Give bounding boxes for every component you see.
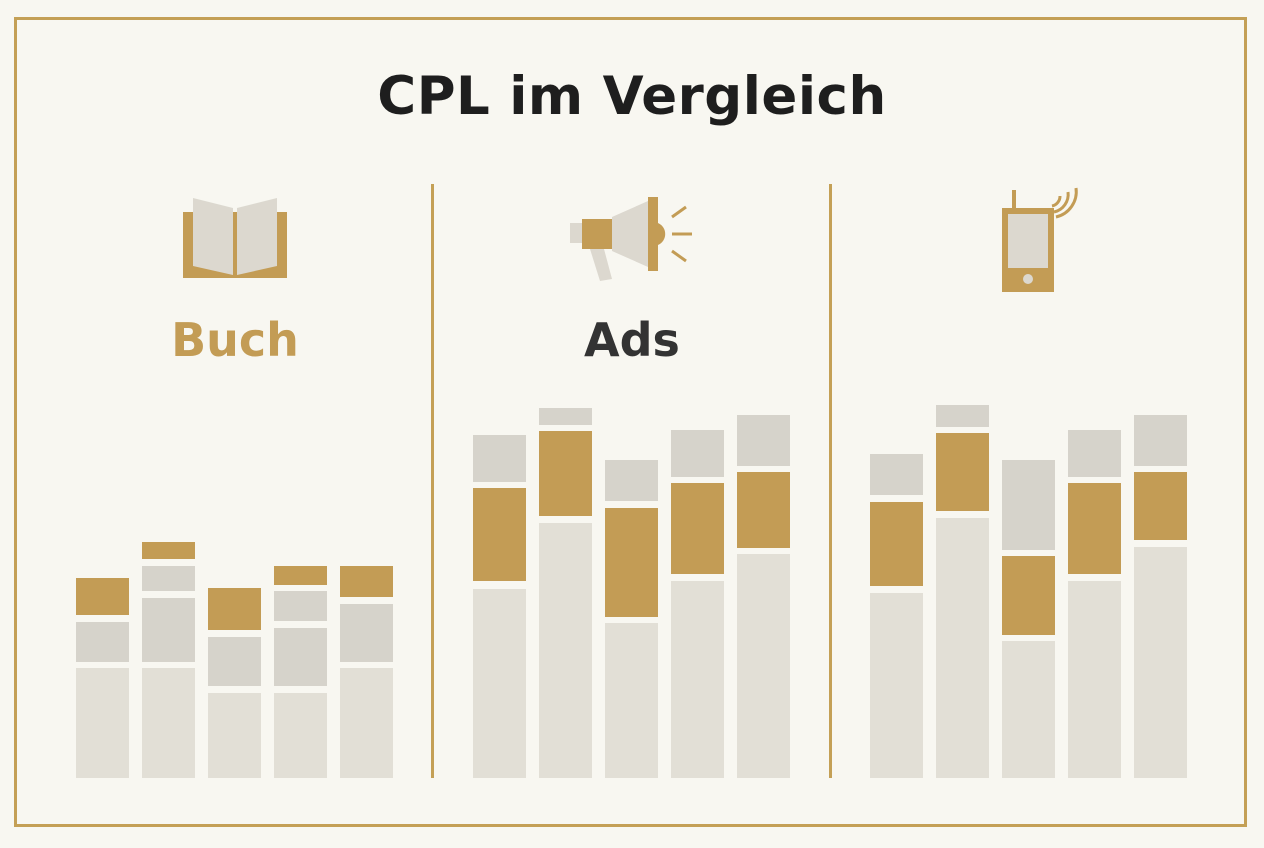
bar-segment-chart2-bar2-seg3: [539, 408, 592, 425]
bar-segment-chart2-bar5-seg2: [737, 472, 790, 548]
panel-divider-1: [431, 184, 434, 778]
bar-segment-chart3-bar3-seg1: [1002, 641, 1055, 778]
chart-frame: [14, 17, 1247, 827]
panel-label-ads: Ads: [584, 313, 680, 367]
bar-segment-chart1-bar2-seg1: [142, 668, 195, 778]
bar-segment-chart2-bar4-seg1: [671, 581, 724, 778]
bar-segment-chart1-bar5-seg2: [340, 604, 393, 662]
bar-segment-chart1-bar5-seg3: [340, 566, 393, 597]
chart-title: CPL im Vergleich: [377, 66, 887, 127]
bar-segment-chart1-bar2-seg3: [142, 566, 195, 591]
bar-segment-chart3-bar3-seg3: [1002, 460, 1055, 550]
megaphone-icon: [570, 197, 692, 281]
bar-segment-chart1-bar2-seg4: [142, 542, 195, 559]
bar-segment-chart1-bar4-seg3: [274, 591, 327, 621]
bar-segment-chart2-bar5-seg3: [737, 415, 790, 466]
bar-segment-chart1-bar3-seg2: [208, 637, 261, 686]
bar-segment-chart1-bar3-seg1: [208, 693, 261, 778]
bar-segment-chart1-bar4-seg4: [274, 566, 327, 585]
bar-segment-chart3-bar1-seg1: [870, 593, 923, 778]
mobile-phone-icon: [1002, 187, 1078, 292]
bar-segment-chart3-bar1-seg3: [870, 454, 923, 495]
bar-segment-chart3-bar2-seg1: [936, 518, 989, 778]
bar-segment-chart3-bar4-seg2: [1068, 483, 1121, 574]
bar-segment-chart2-bar5-seg1: [737, 554, 790, 778]
bar-segment-chart2-bar1-seg3: [473, 435, 526, 482]
bar-segment-chart1-bar1-seg2: [76, 622, 129, 662]
bar-segment-chart2-bar2-seg2: [539, 431, 592, 516]
bar-segment-chart1-bar1-seg1: [76, 668, 129, 778]
bar-segment-chart2-bar2-seg1: [539, 523, 592, 778]
bar-segment-chart3-bar2-seg2: [936, 433, 989, 511]
bar-segment-chart1-bar4-seg2: [274, 628, 327, 686]
bar-segment-chart2-bar1-seg1: [473, 589, 526, 778]
panel-divider-2: [829, 184, 832, 778]
open-book-icon: [183, 198, 287, 278]
bar-segment-chart1-bar3-seg3: [208, 588, 261, 630]
bar-segment-chart2-bar3-seg3: [605, 460, 658, 501]
bar-segment-chart1-bar5-seg1: [340, 668, 393, 778]
bar-segment-chart3-bar2-seg3: [936, 405, 989, 427]
bar-segment-chart3-bar4-seg3: [1068, 430, 1121, 477]
bar-segment-chart1-bar1-seg3: [76, 578, 129, 615]
bar-segment-chart2-bar3-seg2: [605, 508, 658, 617]
bar-segment-chart2-bar1-seg2: [473, 488, 526, 581]
panel-label-buch: Buch: [171, 313, 299, 367]
bar-segment-chart3-bar1-seg2: [870, 502, 923, 586]
bar-segment-chart2-bar4-seg3: [671, 430, 724, 477]
bar-segment-chart3-bar5-seg2: [1134, 472, 1187, 540]
bar-segment-chart1-bar4-seg1: [274, 693, 327, 778]
bar-segment-chart1-bar2-seg2: [142, 598, 195, 662]
bar-segment-chart3-bar3-seg2: [1002, 556, 1055, 635]
bar-segment-chart2-bar4-seg2: [671, 483, 724, 574]
bar-segment-chart3-bar5-seg1: [1134, 547, 1187, 778]
bar-segment-chart2-bar3-seg1: [605, 623, 658, 778]
bar-segment-chart3-bar5-seg3: [1134, 415, 1187, 466]
bar-segment-chart3-bar4-seg1: [1068, 581, 1121, 778]
